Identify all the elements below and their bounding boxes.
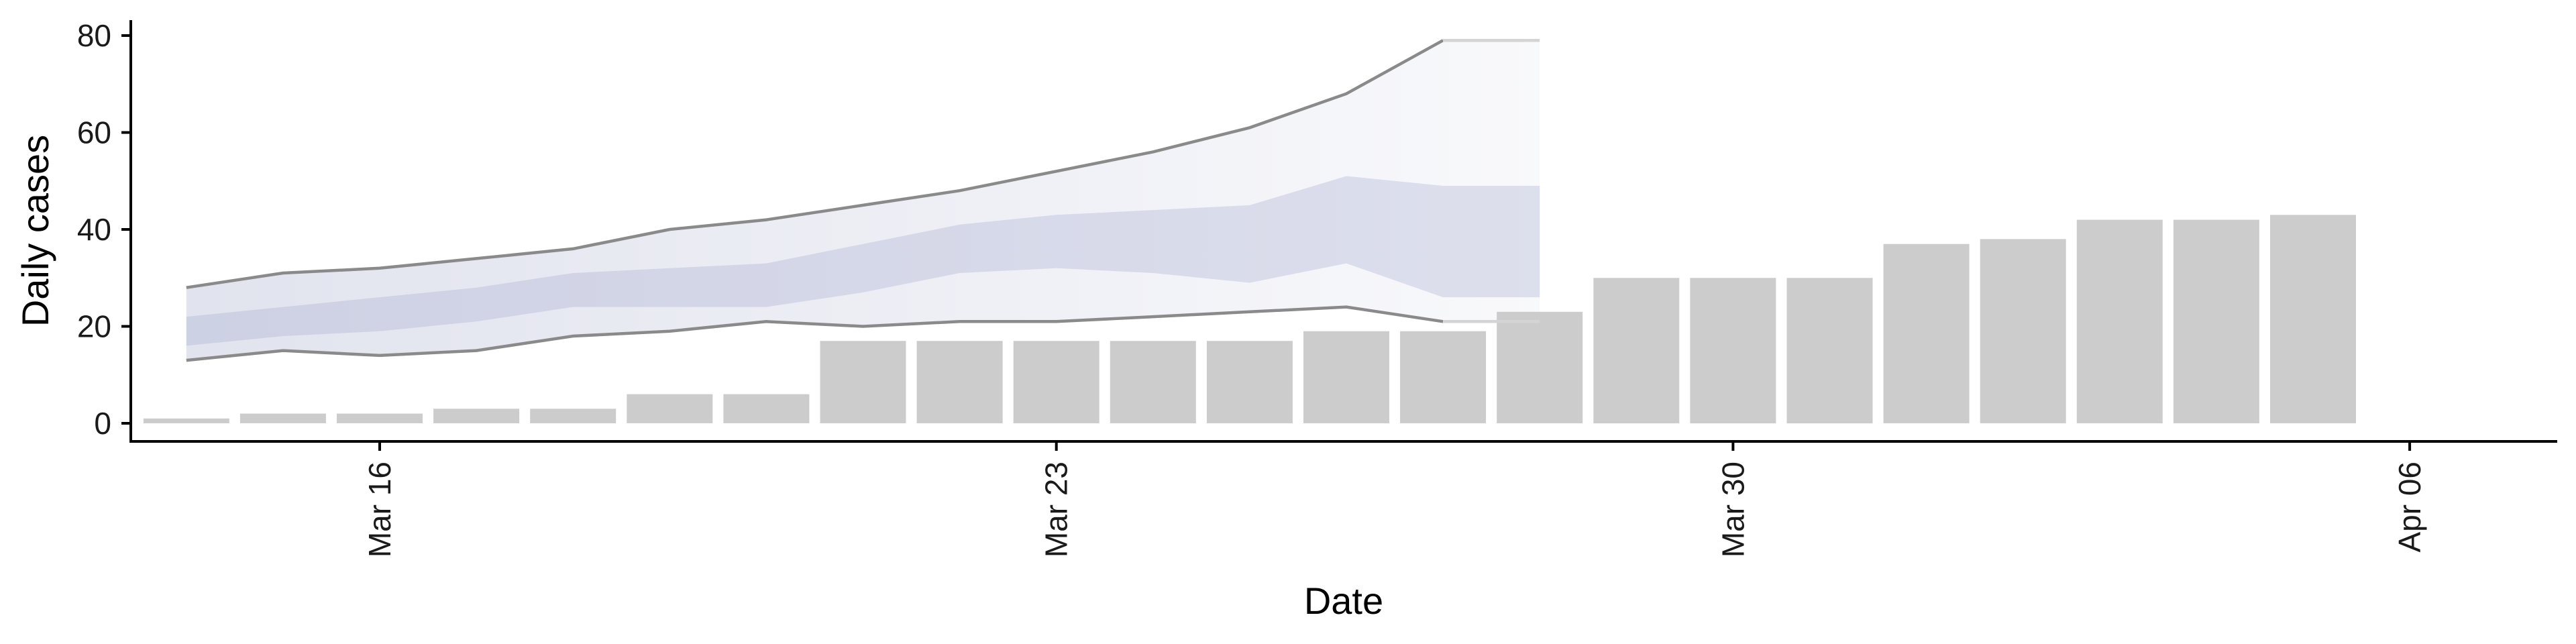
bars-layer [143,215,2356,424]
x-tick-label: Apr 06 [2392,462,2427,553]
bar [1497,311,1583,423]
bar [2270,215,2356,423]
bar [433,409,520,423]
y-tick-label: 60 [77,115,111,150]
y-tick-label: 20 [77,309,111,344]
bar [723,394,810,423]
forecast-band-50 [186,176,1540,346]
y-tick-label: 40 [77,212,111,247]
bar [1593,278,1680,424]
bar [1013,341,1099,423]
x-tick-label: Mar 23 [1039,462,1074,557]
bar [143,418,229,423]
bar [627,394,713,423]
forecast-band-90 [186,40,1540,361]
bar [239,413,326,423]
x-axis-title: Date [1304,580,1383,622]
bar [2076,219,2163,423]
bar [337,413,423,423]
bar [1690,278,1776,424]
bar [1110,341,1196,423]
bar [820,341,906,423]
bar [1786,278,1873,424]
bar [916,341,1003,423]
y-tick-label: 0 [94,406,111,441]
y-axis-title: Daily cases [14,135,56,327]
forecast-upper-line [186,39,1444,289]
bar [2173,219,2259,423]
bar [1883,244,1970,423]
bar [1303,331,1389,423]
bar [1206,341,1293,423]
x-tick-label: Mar 30 [1715,462,1750,557]
forecast-interval-lines [186,38,1540,362]
y-axis-ticks: 0 20 40 60 80 [77,18,131,441]
y-tick-label: 80 [77,18,111,53]
x-tick-label: Mar 16 [362,462,397,557]
x-axis-ticks: Mar 16 Mar 23 Mar 30 Apr 06 [362,441,2427,557]
bar [1400,331,1487,423]
forecast-lower-line [186,305,1444,362]
forecast-bands [186,40,1540,361]
bar [530,409,616,423]
bar [1980,239,2066,423]
